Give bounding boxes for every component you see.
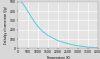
X-axis label: Temperature (K): Temperature (K) (46, 56, 70, 59)
Y-axis label: Enthalpy of conversion (J/g): Enthalpy of conversion (J/g) (4, 6, 8, 44)
